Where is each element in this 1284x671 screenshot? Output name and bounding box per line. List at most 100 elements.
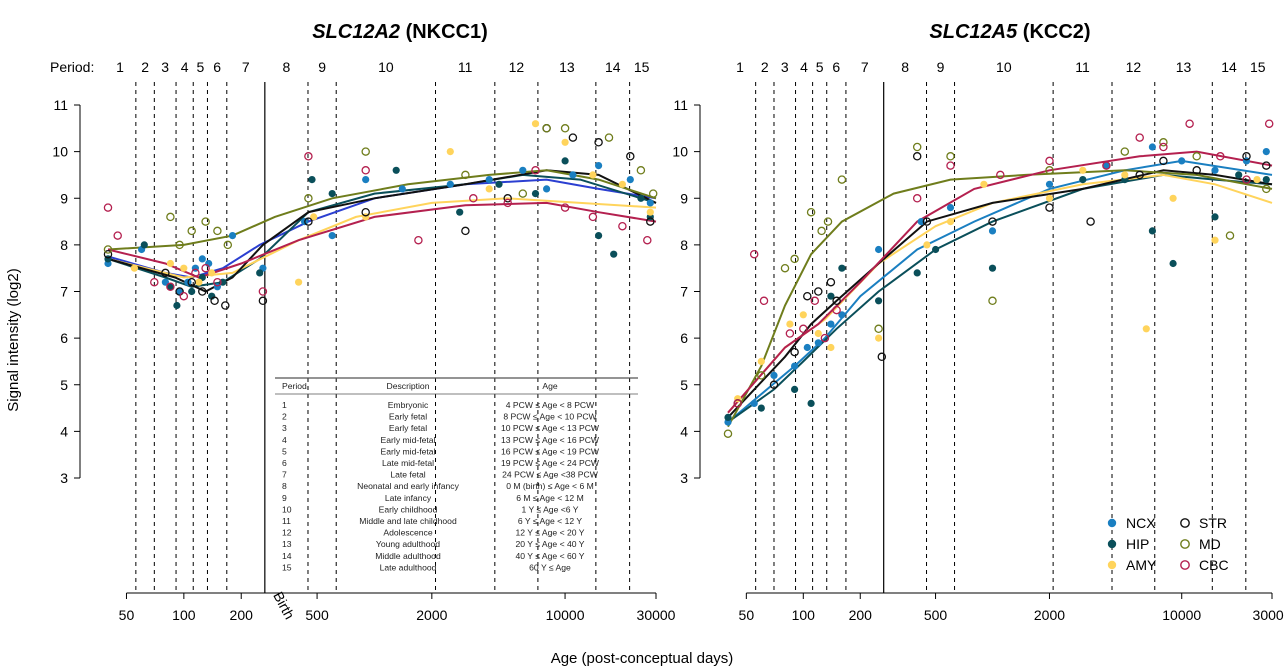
point-amy [561, 138, 569, 146]
point-ncx [791, 362, 799, 370]
point-ncx [626, 176, 634, 184]
right-title-protein: (KCC2) [1017, 21, 1090, 43]
point-str [877, 352, 887, 362]
point-ncx [595, 162, 603, 170]
point-cbc [799, 324, 808, 334]
table-cell: 24 PCW ≤ Age <38 PCW [502, 470, 599, 480]
point-str [814, 287, 823, 296]
left-title-gene: SLC12A2 [312, 21, 400, 43]
point-str [258, 296, 268, 306]
point-ncx [398, 185, 406, 193]
table-cell: 8 [282, 481, 287, 491]
point-cbc [785, 329, 795, 338]
point-md [560, 124, 570, 133]
y-tick-label: 7 [60, 284, 68, 300]
point-cbc [820, 333, 830, 343]
point-str [1262, 161, 1271, 170]
point-md [912, 142, 922, 152]
point-cbc [531, 166, 540, 175]
period-label: 10 [996, 59, 1012, 75]
point-cbc [1185, 119, 1194, 128]
period-label: 1 [736, 59, 744, 75]
y-tick-label: 10 [672, 144, 688, 160]
point-ncx [1148, 143, 1156, 151]
x-tick-label: 50 [119, 607, 135, 623]
point-ncx [814, 339, 822, 347]
left-chart-title: SLC12A2 (NKCC1) [312, 21, 488, 43]
point-amy [1079, 166, 1087, 174]
x-tick-label: 100 [792, 607, 816, 623]
x-tick-label: 2000 [1034, 607, 1065, 623]
x-axis-label: Age (post-conceptual days) [551, 650, 734, 667]
point-amy [195, 278, 203, 286]
point-str [161, 268, 170, 278]
legend-label-md: MD [1199, 536, 1221, 552]
table-cell: 10 PCW ≤ Age < 13 PCW [501, 423, 600, 433]
point-cbc [1135, 133, 1144, 142]
x-tick-label: 30000 [637, 607, 676, 623]
point-amy [1169, 194, 1177, 202]
point-cbc [414, 235, 423, 245]
table-cell: Middle adulthood [375, 551, 441, 561]
table-cell: 15 [282, 562, 292, 572]
table-cell: Early fetal [389, 412, 427, 422]
point-amy [180, 264, 188, 272]
period-label: 7 [242, 59, 250, 75]
table-cell: 0 M (birth) ≤ Age < 6 M [506, 481, 594, 491]
point-hip [1211, 213, 1219, 221]
x-tick-label: 50 [739, 607, 755, 623]
table-cell: Middle and late childhood [359, 516, 457, 526]
point-ncx [988, 227, 997, 235]
period-label: 13 [1176, 59, 1192, 75]
table-cell: 6 [282, 458, 287, 468]
point-str [1192, 166, 1201, 175]
point-md [1225, 231, 1235, 240]
point-ncx [803, 343, 811, 352]
y-tick-label: 6 [680, 330, 688, 346]
point-md [187, 226, 196, 236]
y-tick-label: 5 [60, 377, 68, 393]
right-title-gene: SLC12A5 [929, 21, 1018, 43]
table-cell: Early fetal [389, 423, 427, 433]
fit-line-cbc [727, 150, 1273, 414]
point-str [198, 287, 207, 296]
table-cell: 4 [282, 435, 287, 445]
point-amy [980, 180, 988, 188]
point-cbc [912, 194, 922, 203]
point-hip [392, 166, 400, 174]
point-str [103, 249, 113, 259]
period-label: 15 [634, 59, 650, 75]
point-ncx [198, 255, 206, 263]
point-md [1159, 138, 1168, 147]
point-cbc [1242, 175, 1251, 184]
table-cell: Late infancy [385, 493, 432, 503]
point-str [826, 277, 836, 287]
point-amy [446, 148, 454, 156]
point-amy [1045, 194, 1054, 202]
table-cell: 4 PCW ≤ Age < 8 PCW [506, 400, 595, 410]
point-str [1159, 156, 1168, 166]
point-md [175, 240, 184, 250]
table-cell: 5 [282, 446, 287, 456]
x-tick-label: 10000 [1162, 607, 1201, 623]
x-tick-label: 100 [172, 607, 196, 623]
point-ncx [1211, 166, 1219, 174]
point-cbc [361, 166, 370, 175]
point-hip [1262, 176, 1270, 184]
point-amy [786, 320, 794, 328]
point-cbc [304, 152, 313, 161]
point-amy [946, 218, 955, 226]
point-md [988, 296, 997, 306]
point-amy [875, 334, 883, 342]
y-tick-label: 3 [680, 470, 688, 486]
point-cbc [179, 291, 189, 301]
table-cell: Neonatal and early infancy [357, 481, 459, 491]
point-cbc [166, 282, 175, 292]
point-md [648, 189, 658, 198]
point-str [912, 152, 922, 161]
table-header: Description [387, 381, 430, 391]
point-ncx [362, 176, 370, 184]
point-str [803, 291, 812, 301]
table-cell: Adolescence [383, 528, 432, 538]
point-hip [1079, 176, 1087, 184]
